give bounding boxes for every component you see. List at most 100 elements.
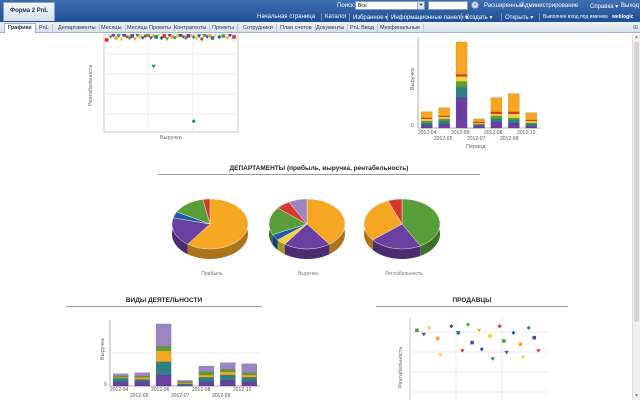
nav-home[interactable]: Начальная страница <box>257 14 316 20</box>
tab-employees[interactable]: Сотрудники <box>240 24 277 33</box>
tab-departments[interactable]: Департаменты <box>55 24 100 33</box>
nav-favorites[interactable]: Избранное ▾ <box>353 15 389 21</box>
scatter-point <box>217 34 222 40</box>
activities-xtick: 2012-07 <box>171 393 190 399</box>
bar-segment <box>473 122 485 125</box>
activities-rule <box>66 306 262 307</box>
scatter-point <box>536 349 541 353</box>
scatter-point <box>479 346 484 352</box>
scroll-down-icon[interactable]: ▼ <box>634 393 639 399</box>
tab-pnl-input[interactable]: PnL Ввод <box>347 24 378 33</box>
scatter-point <box>172 36 178 40</box>
scatter-point <box>438 353 443 357</box>
activities-xtick: 2012-04 <box>110 387 129 393</box>
scatter-point <box>180 35 186 39</box>
bar-segment <box>198 374 215 378</box>
scroll-up-icon[interactable]: ▲ <box>634 34 639 40</box>
nav-catalog[interactable]: Каталог <box>325 14 347 20</box>
bar-segment <box>241 376 257 382</box>
bar-segment <box>490 115 503 120</box>
nav-dashboards[interactable]: Информационные панели ▾ <box>391 15 469 21</box>
scatter-chart-top <box>103 34 239 133</box>
bar-segment <box>198 371 215 376</box>
search-go-icon[interactable]: » <box>471 1 479 9</box>
bar-top-ytick-zero: 0 <box>411 123 414 129</box>
bar-segment <box>155 345 172 351</box>
tab-chart-of-accounts[interactable]: План счетов <box>277 24 316 33</box>
dashboard-title-tab[interactable]: Форма 2 PnL <box>3 2 56 21</box>
pie-chart-revenue <box>268 198 346 259</box>
tab-scroll-icon[interactable]: ⊞ <box>632 25 638 31</box>
scatter-point <box>490 357 495 361</box>
bar-segment <box>525 112 537 121</box>
bar-segment <box>421 111 433 119</box>
tab-charts[interactable]: Графики <box>4 23 36 34</box>
bar-segment <box>113 378 129 382</box>
sellers-title: ПРОДАВЦЫ <box>452 297 492 304</box>
scatter-point <box>138 35 142 39</box>
scatter-point <box>140 36 146 40</box>
scatter-point <box>148 36 154 40</box>
scatter-point <box>526 325 531 331</box>
scatter-point <box>108 35 113 39</box>
help-link[interactable]: Справка ▾ <box>590 4 619 10</box>
logout-link[interactable]: Выход <box>621 3 639 9</box>
search-scope-select[interactable]: Все ▼ <box>355 1 425 10</box>
bar-segment <box>473 121 485 124</box>
bar-segment <box>113 375 129 378</box>
bar-top-ylabel: Выручка <box>410 68 416 90</box>
scatter-point <box>191 119 196 124</box>
scatter-point <box>421 332 426 337</box>
nav-open[interactable]: Открыть ▾ <box>505 15 534 21</box>
scatter-point <box>504 350 509 355</box>
bar-segment <box>177 382 193 384</box>
administration-link[interactable]: Администрирование <box>521 3 579 9</box>
tab-mehfinal[interactable]: Мехфинальные <box>377 24 425 33</box>
bar-segment <box>155 350 172 362</box>
bar-segment <box>113 373 129 377</box>
tab-counterparties[interactable]: Контрагенты <box>171 24 211 33</box>
scrollbar-thumb[interactable] <box>634 42 639 322</box>
bar-segment <box>455 41 468 75</box>
scatter-point <box>132 37 138 41</box>
bar-segment <box>455 87 468 98</box>
nav-create[interactable]: Создать ▾ <box>465 15 493 21</box>
user-name[interactable]: weblogic <box>612 14 634 20</box>
bar-segment <box>525 122 537 125</box>
search-scope-value: Все <box>358 3 367 9</box>
activities-xtick: 2012-05 <box>130 393 149 399</box>
scatter-point <box>232 35 236 39</box>
scatter-point <box>122 34 126 37</box>
bar-segment <box>198 365 215 372</box>
tab-documents[interactable]: Документы <box>313 24 349 33</box>
scatter-chart-sellers <box>409 318 548 400</box>
scatter-point <box>427 325 432 331</box>
bar-top-xtick: 2012-09 <box>500 136 519 142</box>
tab-pnl[interactable]: PnL <box>36 24 53 33</box>
advanced-link[interactable]: Расширенный <box>484 3 524 9</box>
activities-xtick: 2012-06 <box>151 387 170 393</box>
bar-segment <box>241 374 257 378</box>
bar-segment <box>438 123 450 129</box>
search-input[interactable] <box>428 1 468 10</box>
activities-xtick: 2012-08 <box>192 387 211 393</box>
scatter-point <box>154 35 159 39</box>
bar-segment <box>220 371 236 376</box>
bar-segment <box>220 374 236 381</box>
vertical-scrollbar[interactable]: ▲ ▼ <box>632 34 640 400</box>
tab-months[interactable]: Месяцы <box>98 24 126 33</box>
scatter-point <box>460 349 465 353</box>
bar-segment <box>177 381 193 383</box>
bar-segment <box>508 111 520 114</box>
scatter-point <box>104 38 109 42</box>
scatter-point <box>210 36 215 40</box>
activities-title: ВИДЫ ДЕЯТЕЛЬНОСТИ <box>125 297 203 304</box>
bar-segment <box>134 379 150 382</box>
sellers-rule <box>376 306 568 307</box>
scatter-point <box>124 35 129 39</box>
pie-slice <box>372 223 421 250</box>
pie-slice <box>284 223 330 250</box>
tab-month-projects[interactable]: Месяцы Проекты <box>124 24 176 33</box>
bar-segment <box>177 384 193 387</box>
tab-projects[interactable]: Проекты <box>209 24 239 33</box>
